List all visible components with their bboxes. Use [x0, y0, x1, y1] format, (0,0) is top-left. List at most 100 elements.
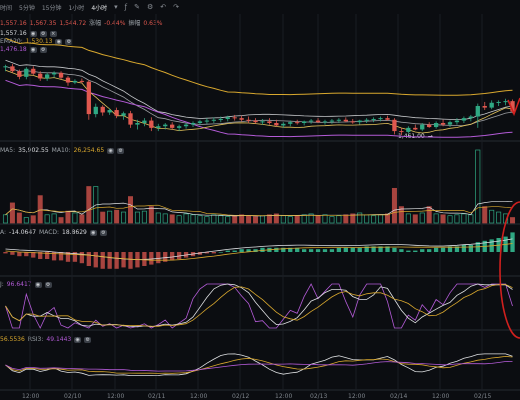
timeframe-2[interactable]: 5分钟: [19, 4, 35, 12]
candle-body: [496, 101, 501, 103]
volume-bar: [426, 206, 432, 224]
ema20-line: [5, 37, 513, 96]
volume-bar: [419, 212, 425, 224]
volume-bar: [114, 209, 120, 224]
macd-bar: [260, 247, 265, 252]
eye-icon[interactable]: ◉: [107, 148, 115, 154]
candle-body: [170, 124, 175, 128]
rsi3-value: 49.1443: [46, 336, 72, 343]
ma10-value: 26,254.65: [73, 147, 105, 154]
x-axis-label: 02/11: [148, 393, 166, 400]
close-icon[interactable]: ×: [49, 31, 57, 37]
candle-body: [3, 66, 8, 68]
volume-bar: [301, 214, 307, 224]
candle-body: [447, 122, 453, 125]
gear-icon[interactable]: ⚙: [44, 282, 52, 288]
volume-bar: [72, 212, 78, 224]
drawing-icon[interactable]: ✎: [134, 3, 140, 11]
x-axis-label: 12:00: [348, 393, 366, 400]
settings-icon[interactable]: ⚙: [147, 3, 154, 11]
gear-icon[interactable]: ⚙: [84, 337, 92, 343]
ohlc-v1: 1,557.16: [0, 20, 27, 27]
volume-bar: [30, 215, 36, 224]
macd-legend: A: -14.0647 MACD: 18.8629 ◉ ⚙: [0, 229, 107, 237]
volume-bar: [204, 216, 210, 224]
macd-bar: [288, 247, 293, 252]
timeframe-5[interactable]: 4小时: [91, 4, 108, 12]
gear-icon[interactable]: ⚙: [99, 230, 107, 236]
volume-bar: [253, 216, 259, 224]
volume-bar: [44, 214, 50, 224]
candle-body: [142, 120, 147, 123]
gear-icon[interactable]: ⚙: [117, 148, 125, 154]
candle-body: [510, 101, 515, 112]
amp-label: 振幅: [128, 20, 141, 27]
volume-bar: [273, 213, 279, 224]
candle-body: [350, 121, 355, 123]
macd-bar: [121, 252, 126, 268]
macd-bar: [385, 246, 390, 252]
gear-icon[interactable]: ⚙: [65, 39, 73, 45]
undo-icon[interactable]: ↶: [160, 3, 167, 11]
a-label: A:: [0, 229, 7, 236]
macd-bar: [281, 247, 286, 252]
candle-body: [343, 119, 348, 122]
macd-bar: [79, 252, 85, 264]
volume-bar: [197, 215, 203, 224]
macd-bar: [427, 249, 432, 252]
eye-icon[interactable]: ◉: [29, 47, 37, 53]
ma-line-2: [5, 65, 513, 127]
macd-bar: [357, 247, 362, 252]
volume-bar: [510, 217, 516, 224]
volume-bar: [183, 213, 189, 224]
macd-bar: [128, 252, 133, 269]
volume-bar: [239, 214, 245, 224]
eye-icon[interactable]: ◉: [29, 31, 37, 37]
candle-body: [315, 120, 321, 123]
gear-icon[interactable]: ⚙: [39, 47, 47, 53]
macd-bar: [399, 249, 404, 252]
candle-body: [17, 71, 22, 77]
redo-icon[interactable]: ↷: [173, 3, 180, 11]
macd-bar: [24, 252, 29, 257]
volume-bar: [447, 215, 453, 224]
eye-icon[interactable]: ◉: [74, 337, 82, 343]
indicator-icon[interactable]: ƒ: [124, 3, 128, 11]
candle-body: [218, 118, 223, 120]
macd-bar: [329, 249, 335, 252]
candle-body: [86, 81, 91, 115]
volume-bar: [218, 215, 224, 224]
macd-bar: [378, 246, 383, 252]
volume-bar: [364, 214, 370, 224]
eye-icon[interactable]: ◉: [55, 39, 63, 45]
candle-body: [468, 116, 474, 119]
eye-icon[interactable]: ◉: [89, 230, 97, 236]
volume-bar: [169, 214, 175, 224]
timeframe-4[interactable]: 1小时: [68, 4, 85, 12]
macd-bar: [225, 250, 230, 252]
gear-icon[interactable]: ⚙: [39, 31, 47, 37]
eye-icon[interactable]: ◉: [34, 282, 42, 288]
candle-body: [246, 119, 251, 121]
chg-label: 涨幅: [89, 20, 102, 27]
volume-bar: [107, 210, 113, 224]
volume-bar: [155, 212, 161, 224]
macd-bar: [315, 249, 321, 252]
kdj-k-line: [5, 283, 513, 328]
macd-bar: [211, 252, 217, 254]
j-label: J:: [0, 281, 4, 288]
volume-bar: [343, 214, 349, 224]
volume-bar: [398, 206, 404, 224]
rsi1-line: [5, 353, 513, 376]
ma5-label: MA5:: [0, 147, 16, 154]
timeframe-1[interactable]: 时间: [0, 4, 13, 12]
timeframe-3[interactable]: 15分钟: [41, 4, 62, 12]
candle-body: [308, 120, 314, 122]
volume-ma10-line: [5, 204, 513, 217]
volume-bar: [37, 195, 43, 224]
macd-bar: [301, 249, 307, 252]
candle-body: [44, 74, 50, 79]
chevron-down-icon[interactable]: ▾: [114, 3, 118, 11]
macd-bar: [406, 250, 411, 252]
